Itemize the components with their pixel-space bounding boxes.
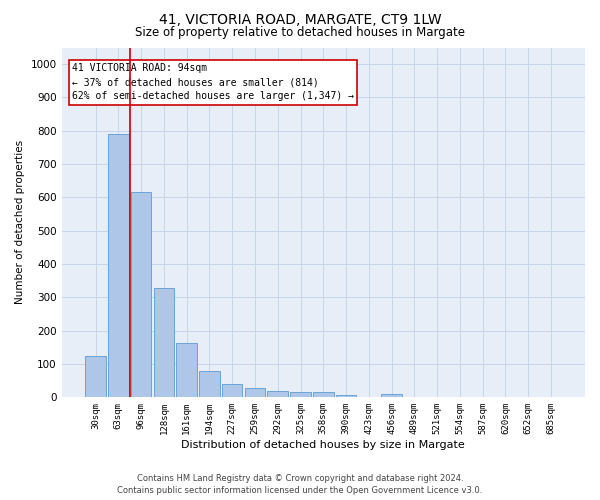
Bar <box>131 192 151 398</box>
Bar <box>222 384 242 398</box>
Bar <box>313 392 334 398</box>
Bar <box>85 356 106 398</box>
Text: 41, VICTORIA ROAD, MARGATE, CT9 1LW: 41, VICTORIA ROAD, MARGATE, CT9 1LW <box>158 12 442 26</box>
Bar <box>382 394 402 398</box>
Bar <box>268 390 288 398</box>
Bar <box>245 388 265 398</box>
Text: Size of property relative to detached houses in Margate: Size of property relative to detached ho… <box>135 26 465 39</box>
Bar <box>199 372 220 398</box>
Text: Contains HM Land Registry data © Crown copyright and database right 2024.
Contai: Contains HM Land Registry data © Crown c… <box>118 474 482 495</box>
Y-axis label: Number of detached properties: Number of detached properties <box>15 140 25 304</box>
Bar <box>290 392 311 398</box>
Bar <box>154 288 174 398</box>
Text: 41 VICTORIA ROAD: 94sqm
← 37% of detached houses are smaller (814)
62% of semi-d: 41 VICTORIA ROAD: 94sqm ← 37% of detache… <box>72 63 354 101</box>
Bar <box>336 395 356 398</box>
Bar <box>108 134 128 398</box>
Bar <box>176 344 197 398</box>
X-axis label: Distribution of detached houses by size in Margate: Distribution of detached houses by size … <box>181 440 465 450</box>
